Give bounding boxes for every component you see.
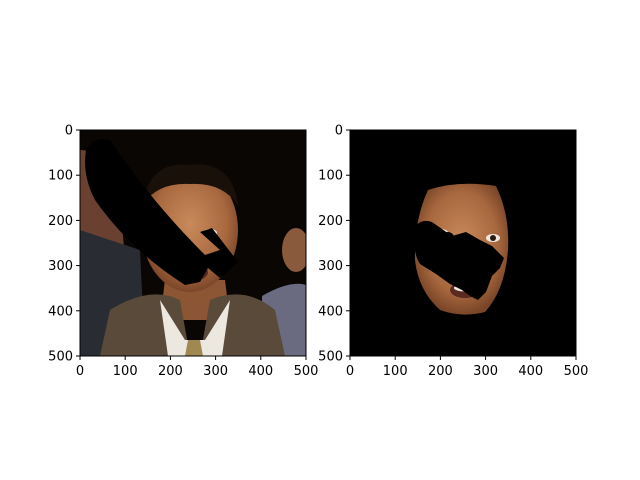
left-x-tick-label: 500 <box>294 364 319 379</box>
right-y-tick-label: 500 <box>318 350 343 365</box>
left-x-tick-label: 0 <box>76 364 84 379</box>
left-image <box>80 130 306 356</box>
right-x-tick-label: 500 <box>564 364 589 379</box>
left-x-tick-label: 100 <box>113 364 138 379</box>
right-y-tick-label: 0 <box>335 124 343 139</box>
right-image <box>350 130 576 356</box>
right-x-tick-label: 200 <box>428 364 453 379</box>
left-y-tick-label: 500 <box>48 350 73 365</box>
right-y-tick-label: 200 <box>318 214 343 229</box>
left-y-tick-label: 300 <box>48 259 73 274</box>
right-x-tick-label: 100 <box>383 364 408 379</box>
right-y-tick-label: 400 <box>318 304 343 319</box>
right-x-tick-label: 0 <box>346 364 354 379</box>
right-x-tick-label: 400 <box>518 364 543 379</box>
left-x-tick-label: 300 <box>203 364 228 379</box>
right-axes-frame <box>349 129 577 357</box>
left-y-tick-label: 200 <box>48 214 73 229</box>
left-axes-frame <box>79 129 307 357</box>
left-y-tick-label: 100 <box>48 169 73 184</box>
right-x-tick-label: 300 <box>473 364 498 379</box>
left-y-tick-label: 400 <box>48 304 73 319</box>
left-y-tick-label: 0 <box>65 124 73 139</box>
left-x-tick-label: 200 <box>158 364 183 379</box>
right-y-tick-label: 300 <box>318 259 343 274</box>
left-x-tick-label: 400 <box>248 364 273 379</box>
right-y-tick-label: 100 <box>318 169 343 184</box>
